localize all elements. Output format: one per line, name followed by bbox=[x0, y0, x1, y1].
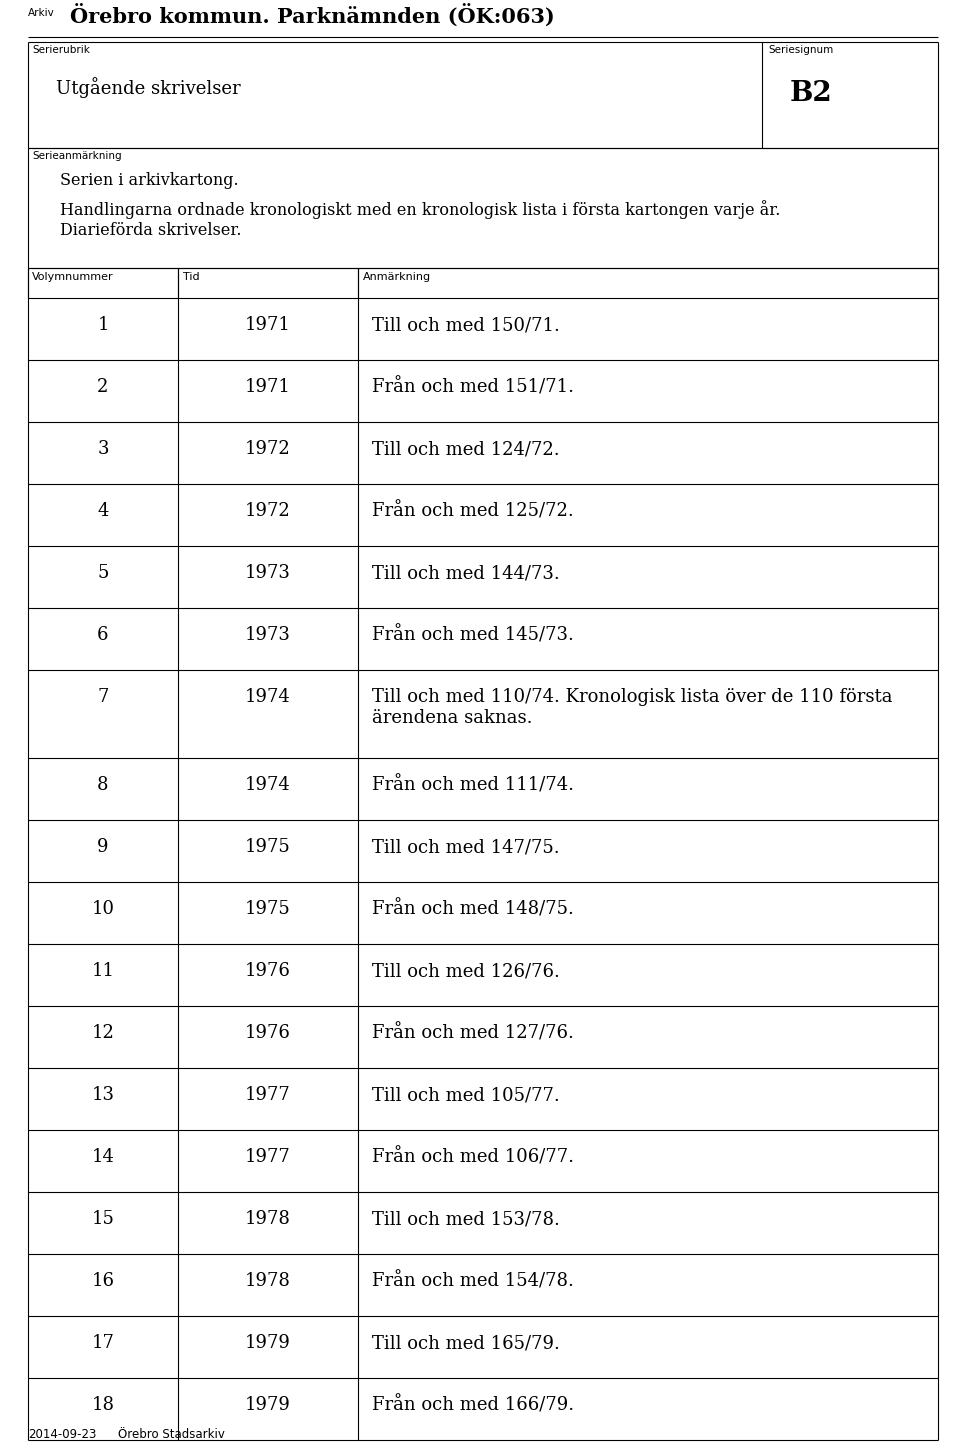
Text: 1979: 1979 bbox=[245, 1334, 291, 1351]
Text: Från och med 151/71.: Från och med 151/71. bbox=[372, 378, 574, 396]
Text: Från och med 145/73.: Från och med 145/73. bbox=[372, 627, 574, 644]
Text: Serieanmärkning: Serieanmärkning bbox=[32, 150, 122, 161]
Text: 11: 11 bbox=[91, 962, 114, 980]
Text: 1975: 1975 bbox=[245, 838, 291, 857]
Text: 1979: 1979 bbox=[245, 1396, 291, 1414]
Text: 1972: 1972 bbox=[245, 502, 291, 519]
Text: Från och med 127/76.: Från och med 127/76. bbox=[372, 1024, 574, 1042]
Text: 1973: 1973 bbox=[245, 564, 291, 582]
Text: 1977: 1977 bbox=[245, 1147, 291, 1166]
Text: 1975: 1975 bbox=[245, 900, 291, 917]
Text: 18: 18 bbox=[91, 1396, 114, 1414]
Text: Seriesignum: Seriesignum bbox=[768, 45, 833, 55]
Text: 7: 7 bbox=[97, 687, 108, 706]
Text: 3: 3 bbox=[97, 440, 108, 459]
Text: Från och med 111/74.: Från och med 111/74. bbox=[372, 776, 574, 794]
Text: 1978: 1978 bbox=[245, 1272, 291, 1289]
Text: 5: 5 bbox=[97, 564, 108, 582]
Text: 1974: 1974 bbox=[245, 687, 291, 706]
Text: Serierubrik: Serierubrik bbox=[32, 45, 90, 55]
Text: 1971: 1971 bbox=[245, 378, 291, 396]
Text: 8: 8 bbox=[97, 776, 108, 794]
Text: Volymnummer: Volymnummer bbox=[32, 272, 113, 282]
Text: Örebro kommun. Parknämnden (ÖK:063): Örebro kommun. Parknämnden (ÖK:063) bbox=[70, 4, 555, 27]
Text: Tid: Tid bbox=[183, 272, 200, 282]
Text: 10: 10 bbox=[91, 900, 114, 917]
Text: Till och med 150/71.: Till och med 150/71. bbox=[372, 315, 560, 334]
Text: Till och med 110/74. Kronologisk lista över de 110 första
ärendena saknas.: Till och med 110/74. Kronologisk lista ö… bbox=[372, 687, 893, 726]
Text: Utgående skrivelser: Utgående skrivelser bbox=[56, 77, 241, 98]
Text: B2: B2 bbox=[790, 80, 832, 107]
Text: Till och med 153/78.: Till och med 153/78. bbox=[372, 1210, 560, 1229]
Text: Till och med 165/79.: Till och med 165/79. bbox=[372, 1334, 560, 1351]
Text: Till och med 147/75.: Till och med 147/75. bbox=[372, 838, 560, 857]
Text: Örebro Stadsarkiv: Örebro Stadsarkiv bbox=[118, 1428, 225, 1441]
Text: 1976: 1976 bbox=[245, 1024, 291, 1042]
Text: 15: 15 bbox=[91, 1210, 114, 1229]
Text: 1974: 1974 bbox=[245, 776, 291, 794]
Text: 9: 9 bbox=[97, 838, 108, 857]
Text: 2: 2 bbox=[97, 378, 108, 396]
Text: 1972: 1972 bbox=[245, 440, 291, 459]
Text: Från och med 166/79.: Från och med 166/79. bbox=[372, 1396, 574, 1415]
Text: 1976: 1976 bbox=[245, 962, 291, 980]
Text: 2014-09-23: 2014-09-23 bbox=[28, 1428, 96, 1441]
Text: Serien i arkivkartong.: Serien i arkivkartong. bbox=[60, 172, 239, 190]
Text: Till och med 126/76.: Till och med 126/76. bbox=[372, 962, 560, 980]
Text: 1978: 1978 bbox=[245, 1210, 291, 1229]
Text: 13: 13 bbox=[91, 1087, 114, 1104]
Text: Handlingarna ordnade kronologiskt med en kronologisk lista i första kartongen va: Handlingarna ordnade kronologiskt med en… bbox=[60, 200, 780, 239]
Text: Från och med 148/75.: Från och med 148/75. bbox=[372, 900, 574, 919]
Text: 1: 1 bbox=[97, 315, 108, 334]
Text: 16: 16 bbox=[91, 1272, 114, 1289]
Text: Från och med 154/78.: Från och med 154/78. bbox=[372, 1272, 574, 1291]
Text: 17: 17 bbox=[91, 1334, 114, 1351]
Text: Till och med 105/77.: Till och med 105/77. bbox=[372, 1087, 560, 1104]
Text: Till och med 124/72.: Till och med 124/72. bbox=[372, 440, 560, 459]
Text: Arkiv: Arkiv bbox=[28, 9, 55, 17]
Text: 1973: 1973 bbox=[245, 627, 291, 644]
Text: 1971: 1971 bbox=[245, 315, 291, 334]
Text: 4: 4 bbox=[97, 502, 108, 519]
Text: Från och med 106/77.: Från och med 106/77. bbox=[372, 1147, 574, 1166]
Text: Till och med 144/73.: Till och med 144/73. bbox=[372, 564, 560, 582]
Text: Från och med 125/72.: Från och med 125/72. bbox=[372, 502, 574, 521]
Text: 14: 14 bbox=[91, 1147, 114, 1166]
Text: 1977: 1977 bbox=[245, 1087, 291, 1104]
Text: 6: 6 bbox=[97, 627, 108, 644]
Text: 12: 12 bbox=[91, 1024, 114, 1042]
Text: Anmärkning: Anmärkning bbox=[363, 272, 431, 282]
